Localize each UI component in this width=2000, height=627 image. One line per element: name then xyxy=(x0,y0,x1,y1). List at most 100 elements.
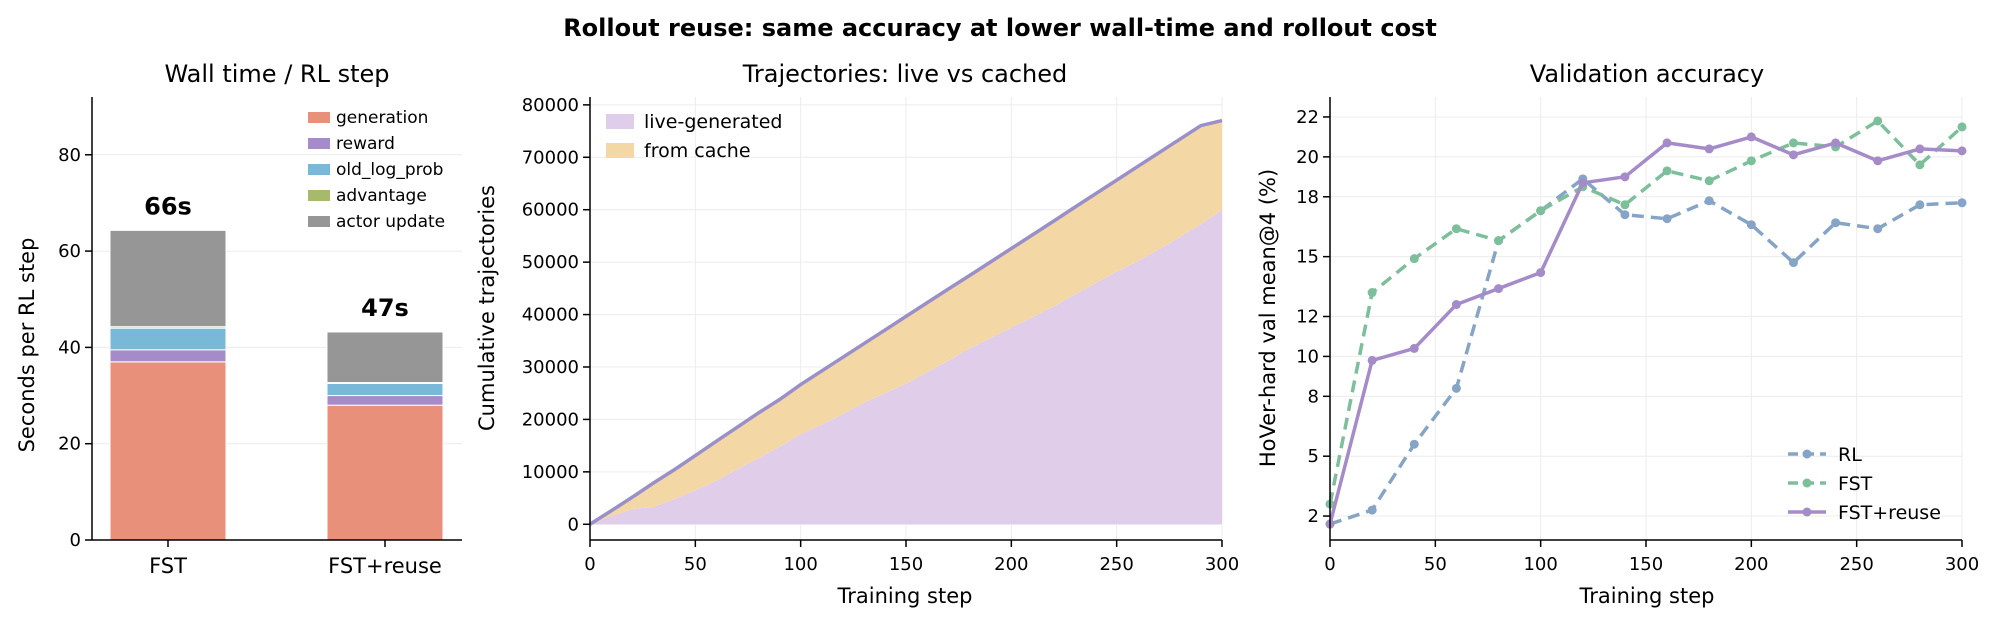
legend-swatch-live-generated xyxy=(606,114,634,129)
y-tick-label: 12 xyxy=(1296,307,1319,328)
wall-time-legend: generation reward old_log_prob advantage act… xyxy=(308,108,445,232)
data-point-fst-reuse xyxy=(1788,150,1798,160)
validation-ylabel: HoVer-hard val mean@4 (%) xyxy=(1256,169,1280,467)
x-tick-label: 250 xyxy=(1839,554,1873,575)
data-point-rl xyxy=(1957,198,1967,208)
x-tick-label: 150 xyxy=(889,554,923,575)
data-point-rl xyxy=(1915,200,1925,210)
data-point-fst-reuse xyxy=(1831,138,1841,148)
validation-grid xyxy=(1329,97,1963,540)
data-point-rl xyxy=(1831,218,1841,228)
trajectories-legend: live-generated from cache xyxy=(606,111,782,162)
wall-time-title: Wall time / RL step xyxy=(164,60,389,88)
bar-segment-reward xyxy=(109,349,227,363)
data-point-fst-reuse xyxy=(1915,144,1925,154)
x-tick-label: 200 xyxy=(994,554,1028,575)
x-tick-label: 200 xyxy=(1734,554,1768,575)
legend-label: FST+reuse xyxy=(1838,502,1941,524)
data-point-fst xyxy=(1662,166,1672,176)
x-tick-label: 150 xyxy=(1629,554,1663,575)
data-point-fst-reuse xyxy=(1578,178,1588,188)
x-tick-label: 300 xyxy=(1945,554,1979,575)
data-point-fst-reuse xyxy=(1746,132,1756,142)
legend-swatch-from-cache xyxy=(606,143,634,158)
legend-label: FST xyxy=(1838,473,1873,495)
data-point-fst-reuse xyxy=(1662,138,1672,148)
x-tick-label: 100 xyxy=(1523,554,1557,575)
wall-time-totals: 66s 47s xyxy=(144,192,409,322)
x-tick-label: 50 xyxy=(1424,554,1447,575)
legend-label: from cache xyxy=(644,140,751,162)
legend-swatch-old-log-prob xyxy=(308,164,330,175)
bar-segment-old-log-prob xyxy=(326,383,444,397)
trajectories-xlabel: Training step xyxy=(837,584,973,608)
y-tick-label: 60000 xyxy=(522,200,579,221)
legend-swatch-advantage xyxy=(308,190,330,201)
validation-legend: RL FST FST+reuse xyxy=(1788,444,1941,524)
x-tick-label: 0 xyxy=(584,554,595,575)
validation-xlabel: Training step xyxy=(1579,584,1715,608)
bar-total-label: 66s xyxy=(144,192,192,220)
data-point-rl xyxy=(1788,258,1798,268)
trajectories-ticks: 0 50 100 150 200 250 300 0 10000 20000 30000 40000 5… xyxy=(522,95,1239,575)
y-tick-label: 30000 xyxy=(522,357,579,378)
data-point-fst-reuse xyxy=(1873,156,1883,166)
data-point-fst xyxy=(1409,254,1419,264)
legend-label: actor update xyxy=(336,212,445,232)
y-tick-label: 18 xyxy=(1296,187,1319,208)
data-point-fst-reuse xyxy=(1536,268,1546,278)
trajectories-panel: Trajectories: live vs cached 0 50 100 150 20… xyxy=(475,60,1239,608)
validation-lines xyxy=(1325,116,1967,529)
legend-swatch-reward xyxy=(308,138,330,149)
data-point-fst xyxy=(1620,200,1630,210)
wall-time-panel: Wall time / RL step 0 20 40 60 80 FST FST+reus… xyxy=(15,60,462,578)
legend-swatch-actor-update xyxy=(308,216,330,227)
data-point-rl xyxy=(1451,383,1461,393)
validation-ticks: 0 50 100 150 200 250 300 2 5 8 10 12 15 18 20 22 xyxy=(1296,107,1979,575)
area-live-generated xyxy=(590,209,1222,525)
data-point-fst xyxy=(1915,160,1925,170)
data-point-fst-reuse xyxy=(1494,284,1504,294)
y-tick-label: 60 xyxy=(58,241,81,262)
y-tick-label: 40 xyxy=(58,337,81,358)
data-point-fst xyxy=(1704,176,1714,186)
wall-time-axes xyxy=(91,97,462,541)
trajectories-ylabel: Cumulative trajectories xyxy=(475,185,499,431)
data-point-rl xyxy=(1409,439,1419,449)
data-point-fst xyxy=(1367,288,1377,298)
data-point-rl xyxy=(1367,505,1377,515)
series-line-fst-reuse xyxy=(1328,135,1963,525)
data-point-rl xyxy=(1620,210,1630,220)
legend-label: old_log_prob xyxy=(336,160,443,180)
legend-label: live-generated xyxy=(644,111,782,133)
data-point-fst-reuse xyxy=(1409,343,1419,353)
y-tick-label: 80 xyxy=(58,145,81,166)
bar-segment-actor-update xyxy=(326,331,444,384)
bar-segment-actor-update xyxy=(109,229,227,328)
figure-suptitle: Rollout reuse: same accuracy at lower wa… xyxy=(563,14,1437,42)
data-point-fst-reuse xyxy=(1704,144,1714,154)
x-tick-label: 300 xyxy=(1205,554,1239,575)
bar-segment-reward xyxy=(326,395,444,406)
legend-label: RL xyxy=(1838,444,1862,466)
y-tick-label: 50000 xyxy=(522,252,579,273)
y-tick-label: 0 xyxy=(568,514,579,535)
data-point-fst-reuse xyxy=(1367,355,1377,365)
legend-marker-fst xyxy=(1802,478,1812,488)
x-tick-label: 50 xyxy=(684,554,707,575)
validation-title: Validation accuracy xyxy=(1530,60,1764,88)
bar-segment-old-log-prob xyxy=(109,327,227,351)
data-point-rl xyxy=(1662,214,1672,224)
data-point-fst xyxy=(1536,206,1546,216)
series-line-rl xyxy=(1329,177,1963,526)
data-point-fst xyxy=(1957,122,1967,132)
legend-label: advantage xyxy=(336,186,427,206)
y-tick-label: 10000 xyxy=(522,462,579,483)
data-point-fst-reuse xyxy=(1451,300,1461,310)
y-tick-label: 20 xyxy=(58,434,81,455)
y-tick-label: 22 xyxy=(1296,107,1319,128)
data-point-fst xyxy=(1451,224,1461,234)
total-line xyxy=(589,118,1223,526)
wall-time-bars xyxy=(109,229,444,541)
